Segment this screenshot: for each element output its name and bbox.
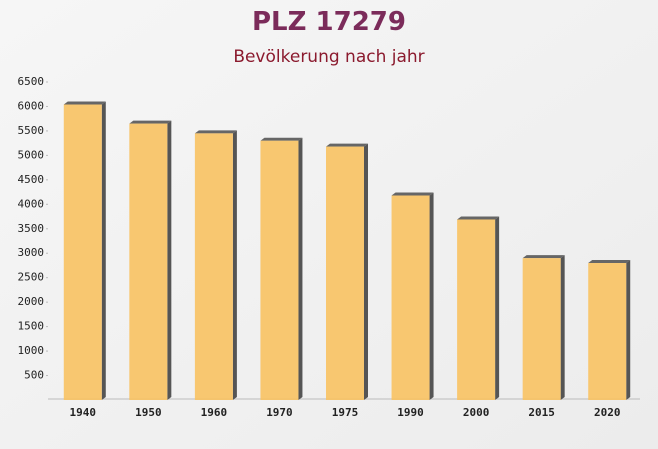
y-tick-label: 6500 (18, 75, 45, 88)
bar-top (260, 137, 303, 141)
bar-top (522, 255, 565, 259)
bar-side (626, 260, 631, 400)
bar-side (232, 130, 237, 400)
bar (63, 104, 102, 401)
y-tick-label: 6000 (18, 99, 45, 112)
bar (260, 140, 299, 400)
y-tick-label: 5500 (18, 124, 45, 137)
y-tick-label: 2000 (18, 295, 45, 308)
bar-top (588, 260, 631, 264)
y-tick-label: 4000 (18, 197, 45, 210)
x-tick-label: 1990 (397, 406, 424, 419)
bar-top (63, 101, 106, 105)
x-tick-label: 1940 (70, 406, 97, 419)
bar-top (457, 216, 500, 220)
x-tick-label: 1950 (135, 406, 162, 419)
bar-side (495, 216, 500, 400)
x-tick-label: 2015 (528, 406, 555, 419)
bar-top (129, 120, 172, 124)
bar (522, 258, 561, 400)
x-tick-label: 2000 (463, 406, 490, 419)
y-tick-label: 3500 (18, 222, 45, 235)
bar-top (391, 192, 434, 196)
bar (326, 146, 364, 400)
bar (194, 133, 233, 400)
y-tick-label: 500 (24, 369, 44, 382)
bar-side (364, 143, 368, 400)
bar-side (429, 192, 434, 400)
bar (129, 123, 168, 400)
x-tick-label: 1970 (266, 406, 293, 419)
x-tick-label: 2020 (594, 406, 621, 419)
chart-title: PLZ 17279 (252, 7, 406, 37)
bar-side (167, 120, 172, 400)
bar (588, 263, 627, 400)
bar-top (194, 130, 237, 134)
bar (457, 219, 496, 400)
y-tick-label: 3000 (18, 246, 45, 259)
bar-side (560, 255, 565, 400)
bar (391, 195, 430, 400)
y-tick-label: 1000 (18, 344, 45, 357)
x-tick-label: 1960 (201, 406, 228, 419)
y-tick-label: 1500 (18, 320, 45, 333)
bar-side (298, 137, 303, 400)
bar-side (101, 101, 106, 401)
y-tick-label: 2500 (18, 271, 45, 284)
x-tick-label: 1975 (332, 406, 359, 419)
y-tick-label: 5000 (18, 148, 45, 161)
bar-top (326, 143, 368, 147)
chart-subtitle: Bevölkerung nach jahr (233, 47, 424, 67)
y-tick-label: 4500 (18, 173, 45, 186)
